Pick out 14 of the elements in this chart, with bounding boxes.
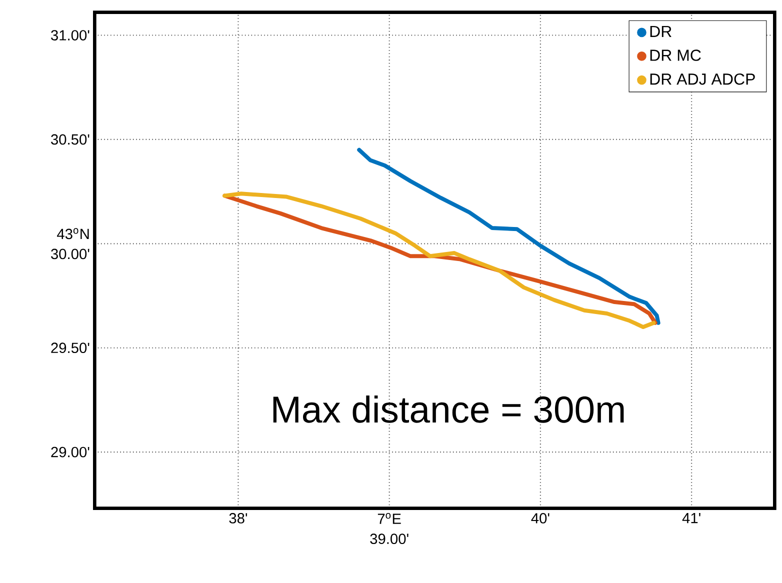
x-tick-label: 7$^{o}$E 39.00' — [370, 513, 408, 544]
x-tick-label: 41' — [682, 513, 700, 524]
y-tick-label: 29.50' — [51, 342, 90, 354]
line-series — [357, 148, 660, 325]
y-tick-label: 29.00' — [51, 446, 90, 458]
y-tick-label: 30.50' — [51, 134, 90, 145]
x-tick-label: 40' — [531, 513, 550, 524]
annotation: Max distance = 300m — [273, 395, 624, 423]
y-tick-label: 43$^{o}$N 30.00' — [51, 228, 90, 260]
legend-label: DR MC — [650, 50, 701, 61]
y-tick-label: 31.00' — [51, 30, 90, 40]
x-tick-label: 38' — [229, 513, 248, 524]
legend-label: DR ADJ ADCP — [650, 73, 755, 85]
legend-label: DR — [650, 26, 672, 37]
